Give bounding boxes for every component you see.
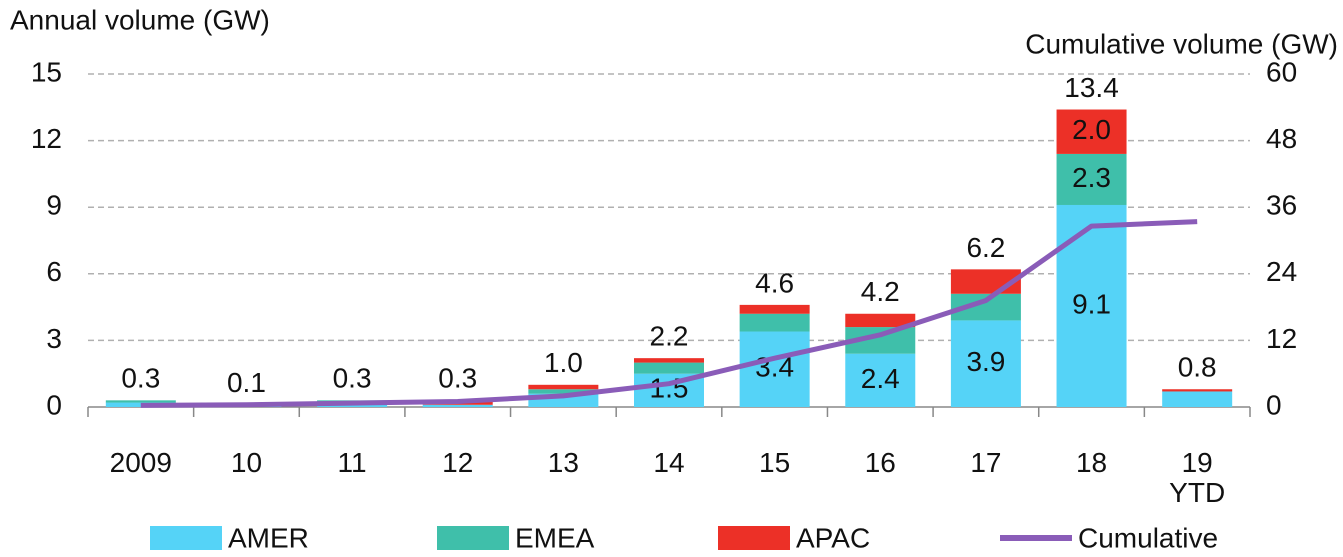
y-tick-label: 3 <box>46 323 62 354</box>
bar-segment <box>528 384 599 390</box>
total-label: 0.8 <box>1178 352 1217 383</box>
x-tick-label: 17 <box>970 447 1002 478</box>
bar-segment <box>845 353 916 407</box>
bar-segment <box>950 320 1021 407</box>
y-tick-label: 0 <box>46 389 62 420</box>
legend-swatch <box>718 526 790 550</box>
bar-segment <box>739 304 810 314</box>
x-tick-label: 19 YTD <box>1169 447 1226 508</box>
total-label: 1.0 <box>544 347 583 378</box>
legend-swatch <box>150 526 222 550</box>
y2-tick-label: 36 <box>1266 190 1297 221</box>
legend-label: APAC <box>796 522 870 553</box>
bar-segment <box>739 313 810 332</box>
total-label: 6.2 <box>966 232 1005 263</box>
x-tick-label: 18 <box>1075 447 1108 478</box>
y-axis-title: Annual volume (GW) <box>10 4 270 35</box>
x-tick-label: 16 <box>864 447 896 478</box>
bar-segment <box>845 313 916 328</box>
x-tick-label: 15 <box>759 447 791 478</box>
total-label: 0.3 <box>121 363 160 394</box>
total-label: 0.1 <box>227 367 266 398</box>
total-label: 4.2 <box>861 276 900 307</box>
x-tick-label: 11 <box>337 447 367 478</box>
cumulative-line <box>140 219 1198 408</box>
x-tick-label: 2009 <box>109 447 172 478</box>
bar-segment <box>1056 153 1127 205</box>
y2-tick-label: 12 <box>1266 323 1297 354</box>
total-label: 0.3 <box>438 363 477 394</box>
legend-swatch <box>437 526 509 550</box>
legend-label: EMEA <box>515 522 595 553</box>
y-tick-label: 6 <box>46 256 62 287</box>
bar-segment <box>528 389 599 394</box>
y-tick-label: 15 <box>31 56 62 87</box>
x-tick-label: 13 <box>547 447 579 478</box>
x-tick-label: 10 <box>230 447 263 478</box>
bar-segment <box>634 362 704 374</box>
segment-label: 2.3 <box>1072 162 1111 193</box>
y2-tick-label: 60 <box>1266 56 1297 87</box>
segment-label: 1.5 <box>650 373 689 404</box>
segment-label: 9.1 <box>1072 288 1111 319</box>
total-label: 4.6 <box>755 267 794 298</box>
total-label: 0.3 <box>333 363 372 394</box>
total-label: 13.4 <box>1064 72 1119 103</box>
x-tick-label: 14 <box>653 447 685 478</box>
bar-segment <box>422 404 493 407</box>
y-tick-label: 9 <box>46 190 62 221</box>
x-tick-label: 12 <box>442 447 474 478</box>
segment-label: 2.0 <box>1072 114 1111 145</box>
bar-segment <box>1162 391 1233 407</box>
y2-tick-label: 0 <box>1266 389 1282 420</box>
y2-tick-label: 24 <box>1266 256 1297 287</box>
bar-segment <box>1162 389 1233 392</box>
y2-axis-title: Cumulative volume (GW) <box>1025 28 1338 59</box>
y2-tick-label: 48 <box>1266 123 1297 154</box>
legend-label: Cumulative <box>1078 522 1218 553</box>
bar-segment <box>1056 109 1127 154</box>
legend-label: AMER <box>228 522 309 553</box>
bar-segment <box>739 331 810 407</box>
total-label: 2.2 <box>650 321 689 352</box>
bar-segment <box>1056 204 1127 407</box>
segment-label: 3.9 <box>966 346 1005 377</box>
segment-label: 2.4 <box>861 363 900 394</box>
bar-segment <box>634 358 704 363</box>
bar-segment <box>105 400 176 403</box>
y-tick-label: 12 <box>31 123 62 154</box>
